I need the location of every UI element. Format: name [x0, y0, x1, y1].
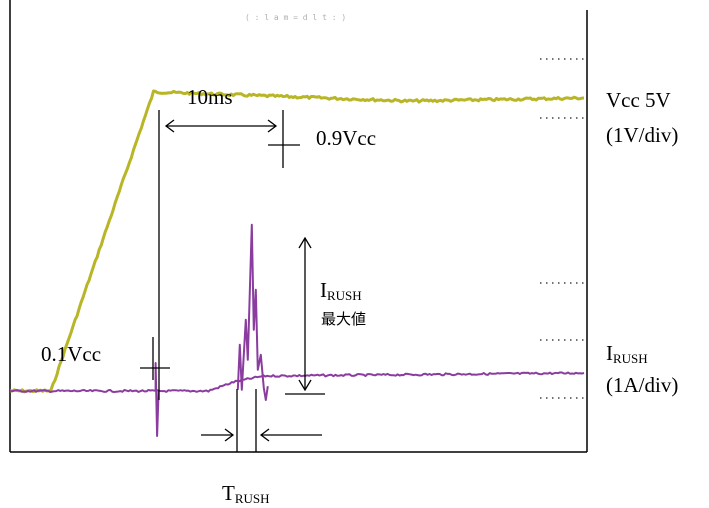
rush-arrowhead-left: [224, 428, 235, 442]
rush-time-main: T: [222, 481, 235, 505]
interval-arrowhead-left: [164, 119, 175, 133]
annotation-lines: [140, 110, 325, 452]
peak-label-sub: RUSH: [327, 288, 362, 303]
peak-arrowhead-bottom: [298, 379, 312, 392]
header-readout: ( : l a m = d l t : ): [245, 13, 346, 22]
irush-channel-sub: RUSH: [613, 351, 648, 366]
irush-channel-main: I: [606, 341, 613, 365]
peak-label: IRUSH: [320, 278, 362, 303]
peak-label-jp: 最大値: [321, 310, 366, 328]
rush-arrowhead-right: [259, 428, 270, 442]
peak-arrowhead-top: [298, 236, 312, 249]
high-threshold-label: 0.9Vcc: [316, 126, 376, 150]
rush-time-sub: RUSH: [235, 491, 270, 506]
vcc-channel-scale: (1V/div): [606, 123, 678, 147]
irush-trace: [9, 223, 585, 437]
low-threshold-label: 0.1Vcc: [41, 342, 101, 366]
peak-label-main: I: [320, 278, 327, 302]
vcc-channel-name: Vcc 5V: [606, 88, 671, 112]
vcc-trace: [9, 89, 585, 394]
interval-arrowhead-right: [267, 119, 278, 133]
division-markers: [540, 58, 584, 399]
irush-channel-name: IRUSH: [606, 341, 648, 366]
irush-channel-scale: (1A/div): [606, 373, 678, 397]
plot-frame: [9, 0, 588, 453]
rush-time-label: TRUSH: [222, 481, 270, 506]
interval-label: 10ms: [187, 85, 233, 109]
